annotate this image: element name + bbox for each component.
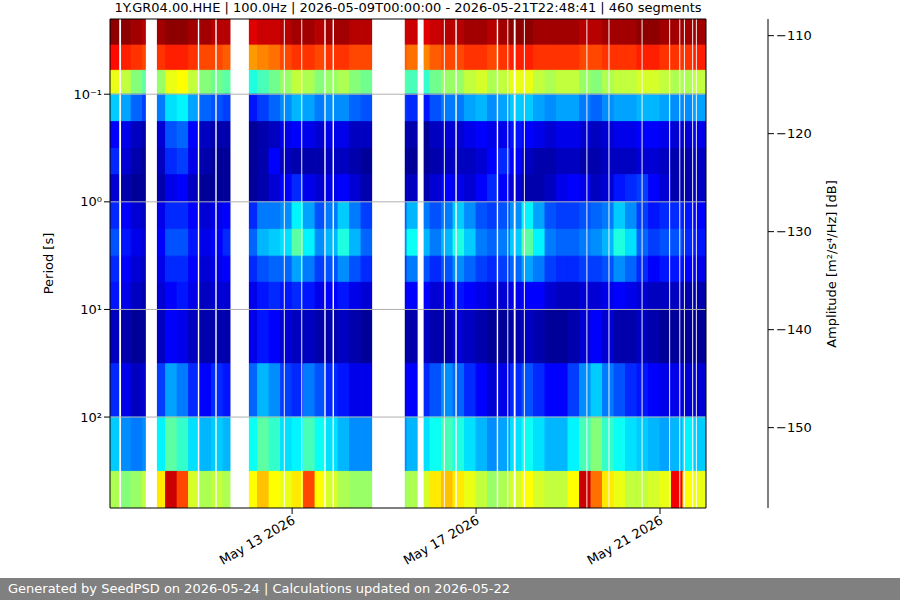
svg-text:May 17 2026: May 17 2026 (401, 513, 482, 568)
svg-text:10²: 10² (80, 410, 102, 425)
svg-text:May 13 2026: May 13 2026 (217, 513, 298, 568)
html-text:Generated by SeedPSD on 2026-0: Generated by SeedPSD on 2026-05-24 | Cal… (8, 581, 510, 596)
svg-text:−120: −120 (776, 126, 812, 141)
svg-text:−140: −140 (776, 322, 812, 337)
svg-text:10⁰: 10⁰ (80, 194, 102, 209)
svg-text:−150: −150 (776, 420, 812, 435)
svg-text:10⁻¹: 10⁻¹ (73, 87, 102, 102)
svg-text:−130: −130 (776, 224, 812, 239)
svg-text:−110: −110 (776, 28, 812, 43)
svg-text:10¹: 10¹ (80, 302, 102, 317)
html-text:1Y.GR04.00.HHE | 100.0Hz | 202: 1Y.GR04.00.HHE | 100.0Hz | 2026-05-09T00… (114, 0, 702, 15)
svg-text:May 21 2026: May 21 2026 (585, 513, 666, 568)
svg-text:Period [s]: Period [s] (41, 233, 56, 295)
svg-text:Amplitude [m²/s⁴/Hz] [dB]: Amplitude [m²/s⁴/Hz] [dB] (824, 180, 839, 348)
